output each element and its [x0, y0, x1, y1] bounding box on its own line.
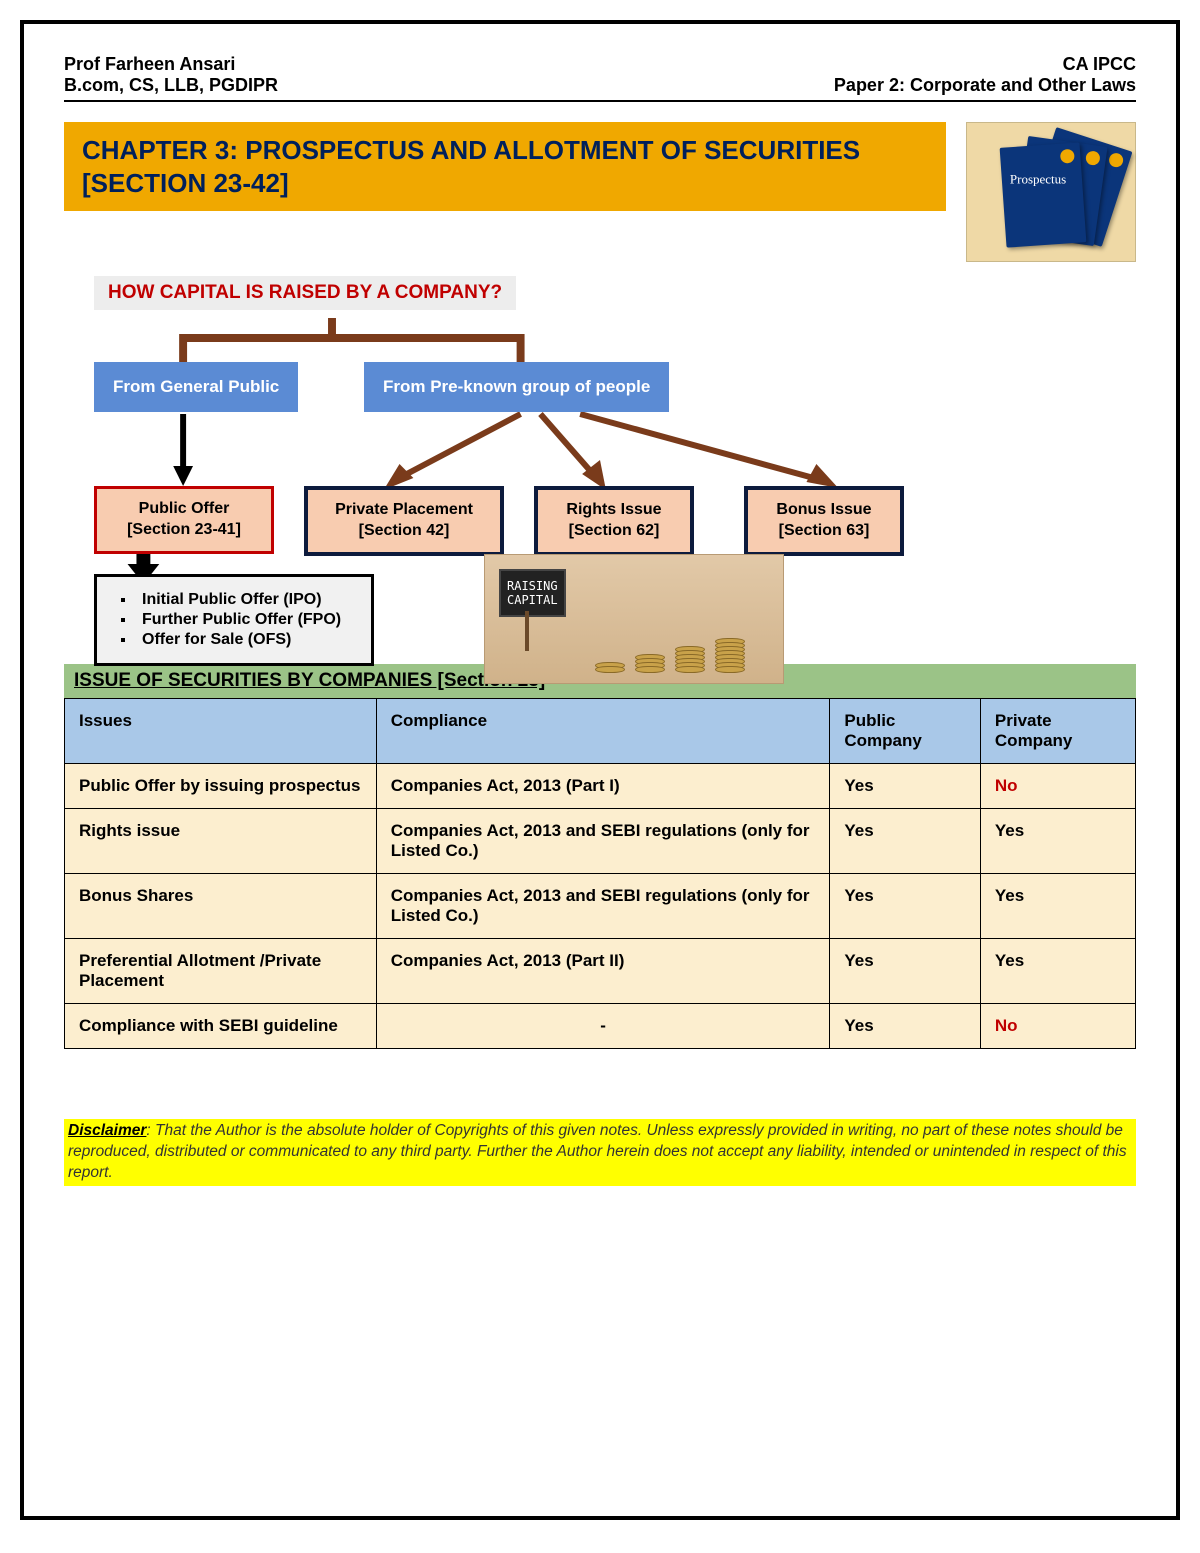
table-cell: -	[376, 1004, 830, 1049]
table-cell: Yes	[830, 1004, 981, 1049]
table-row: Rights issueCompanies Act, 2013 and SEBI…	[65, 809, 1136, 874]
table-cell: No	[980, 1004, 1135, 1049]
table-cell: Yes	[830, 874, 981, 939]
table-cell: Bonus Shares	[65, 874, 377, 939]
table-cell: Companies Act, 2013 and SEBI regulations…	[376, 809, 830, 874]
table-cell: Companies Act, 2013 and SEBI regulations…	[376, 874, 830, 939]
issues-table: IssuesCompliancePublic CompanyPrivate Co…	[64, 698, 1136, 1049]
page: Prof Farheen Ansari B.com, CS, LLB, PGDI…	[20, 20, 1180, 1520]
book-icon	[1000, 142, 1087, 247]
raising-capital-illustration: RAISING CAPITAL	[484, 554, 784, 684]
table-row: Compliance with SEBI guideline-YesNo	[65, 1004, 1136, 1049]
author-name: Prof Farheen Ansari	[64, 54, 278, 75]
leaf-public-offer: Public Offer [Section 23-41]	[94, 486, 274, 554]
table-header-cell: Compliance	[376, 699, 830, 764]
header-right: CA IPCC Paper 2: Corporate and Other Law…	[834, 54, 1136, 96]
table-cell: Yes	[980, 809, 1135, 874]
table-cell: Yes	[830, 939, 981, 1004]
table-row: Public Offer by issuing prospectusCompan…	[65, 764, 1136, 809]
branch-general-public: From General Public	[94, 362, 298, 412]
public-offer-sublist: Initial Public Offer (IPO) Further Public…	[94, 574, 374, 666]
paper-name: Paper 2: Corporate and Other Laws	[834, 75, 1136, 96]
table-cell: Yes	[830, 764, 981, 809]
table-row: Preferential Allotment /Private Placemen…	[65, 939, 1136, 1004]
sublist-item: Further Public Offer (FPO)	[121, 611, 355, 629]
sublist-item: Offer for Sale (OFS)	[121, 631, 355, 649]
page-header: Prof Farheen Ansari B.com, CS, LLB, PGDI…	[64, 54, 1136, 102]
leaf-rights-issue: Rights Issue [Section 62]	[534, 486, 694, 556]
branch-preknown-group: From Pre-known group of people	[364, 362, 669, 412]
table-row: Bonus SharesCompanies Act, 2013 and SEBI…	[65, 874, 1136, 939]
table-header-cell: Private Company	[980, 699, 1135, 764]
disclaimer-label: Disclaimer	[68, 1122, 146, 1139]
table-cell: Preferential Allotment /Private Placemen…	[65, 939, 377, 1004]
table-cell: Rights issue	[65, 809, 377, 874]
sublist-item: Initial Public Offer (IPO)	[121, 591, 355, 609]
course-code: CA IPCC	[834, 54, 1136, 75]
table-cell: Companies Act, 2013 (Part II)	[376, 939, 830, 1004]
flowchart: From General Public From Pre-known group…	[64, 314, 1136, 654]
chapter-row: CHAPTER 3: PROSPECTUS AND ALLOTMENT OF S…	[64, 122, 1136, 262]
chapter-title: CHAPTER 3: PROSPECTUS AND ALLOTMENT OF S…	[64, 122, 946, 211]
table-cell: Yes	[980, 939, 1135, 1004]
table-header-cell: Issues	[65, 699, 377, 764]
table-cell: Compliance with SEBI guideline	[65, 1004, 377, 1049]
prospectus-illustration	[966, 122, 1136, 262]
table-cell: No	[980, 764, 1135, 809]
header-left: Prof Farheen Ansari B.com, CS, LLB, PGDI…	[64, 54, 278, 96]
table-cell: Companies Act, 2013 (Part I)	[376, 764, 830, 809]
table-cell: Yes	[980, 874, 1135, 939]
author-credentials: B.com, CS, LLB, PGDIPR	[64, 75, 278, 96]
leaf-bonus-issue: Bonus Issue [Section 63]	[744, 486, 904, 556]
table-header-cell: Public Company	[830, 699, 981, 764]
table-cell: Public Offer by issuing prospectus	[65, 764, 377, 809]
disclaimer: Disclaimer: That the Author is the absol…	[64, 1119, 1136, 1186]
leaf-private-placement: Private Placement [Section 42]	[304, 486, 504, 556]
flowchart-question: HOW CAPITAL IS RAISED BY A COMPANY?	[94, 276, 516, 310]
sign-text: RAISING CAPITAL	[499, 569, 566, 617]
disclaimer-text: : That the Author is the absolute holder…	[68, 1122, 1127, 1181]
table-cell: Yes	[830, 809, 981, 874]
